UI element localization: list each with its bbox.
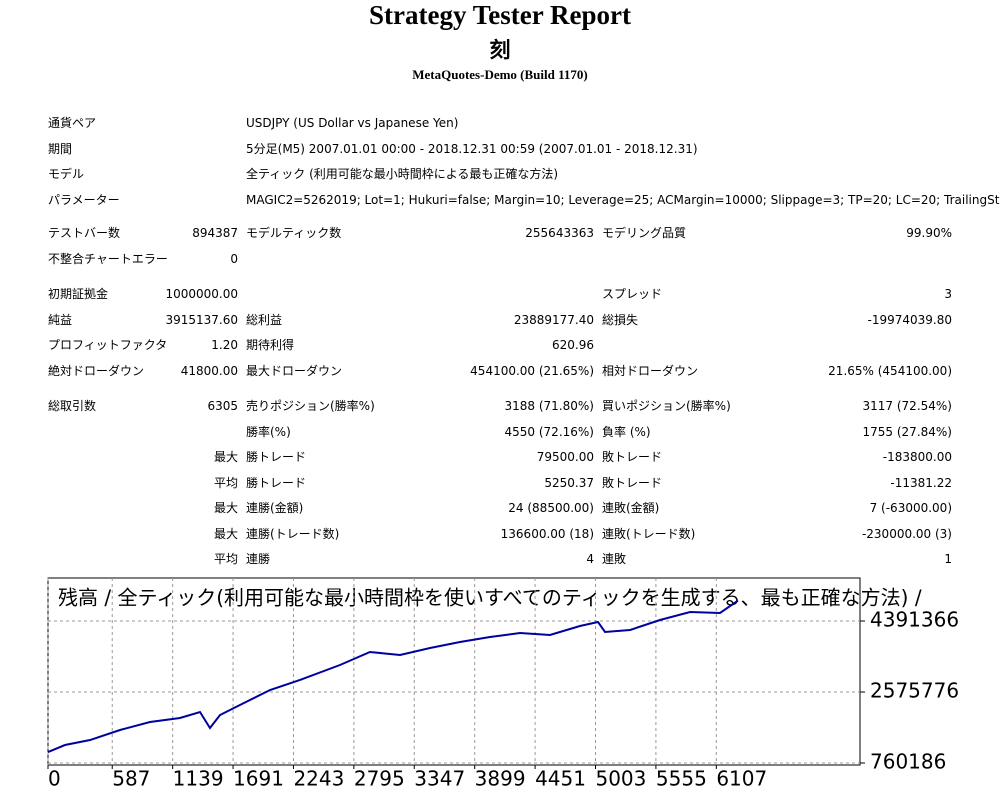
x-tick-label: 3899 (475, 767, 526, 791)
field-value: 連敗 (602, 552, 627, 566)
field-label: 79500.00 (536, 450, 594, 464)
field-value: 620.96 (552, 338, 594, 352)
field-label: 1 (944, 552, 952, 566)
field-value: 6305 (207, 399, 238, 413)
field-value: 99.90% (906, 226, 952, 240)
field-value: 勝トレード (246, 450, 307, 464)
field-label: 通貨ペア (48, 116, 97, 130)
balance-chart: 残高 / 全ティック(利用可能な最小時間枠を使いすべてのティックを生成する、最も… (47, 577, 959, 791)
field-label: スプレッド (602, 287, 663, 301)
field-value: 894387 (192, 226, 238, 240)
field-label: 初期証拠金 (48, 287, 109, 301)
field-value: 連勝(トレード数) (246, 527, 340, 541)
x-tick-label: 6107 (716, 767, 767, 791)
field-label: 4 (586, 552, 594, 566)
field-label: 7 (-63000.00) (869, 501, 952, 515)
field-value: 0 (230, 252, 238, 266)
report-build: MetaQuotes-Demo (Build 1170) (412, 67, 588, 82)
field-value: 全ティック (利用可能な最小時間枠による最も正確な方法) (246, 167, 559, 181)
field-label: パラメーター (48, 193, 120, 207)
x-tick-label: 3347 (414, 767, 465, 791)
field-label: モデル (48, 167, 85, 181)
field-value: 5分足(M5) 2007.01.01 00:00 - 2018.12.31 00… (246, 142, 698, 156)
field-value: 最大 (213, 501, 238, 515)
field-label: -11381.22 (890, 476, 952, 490)
x-tick-label: 4451 (535, 767, 586, 791)
chart-title: 残高 / 全ティック(利用可能な最小時間枠を使いすべてのティックを生成する、最も… (58, 586, 922, 610)
field-value: 23889177.40 (513, 313, 594, 327)
field-value: 敗トレード (602, 476, 663, 490)
field-label: 絶対ドローダウン (48, 364, 145, 378)
x-tick-label: 5555 (656, 767, 707, 791)
field-label: モデルティック数 (246, 226, 342, 240)
field-value: 3117 (72.54%) (862, 399, 952, 413)
field-value: 連勝(金額) (246, 501, 304, 515)
field-label: 売りポジション(勝率%) (246, 399, 375, 413)
field-value: 勝トレード (246, 476, 307, 490)
x-tick-label: 0 (48, 767, 61, 791)
field-label: -183800.00 (882, 450, 952, 464)
x-tick-label: 5003 (595, 767, 646, 791)
x-tick-label: 2795 (354, 767, 405, 791)
field-label: 期間 (48, 142, 73, 156)
field-label: 最大ドローダウン (246, 364, 343, 378)
field-label: テストバー数 (48, 226, 121, 240)
field-label: 純益 (48, 313, 73, 327)
field-label: プロフィットファクタ (48, 338, 168, 352)
x-tick-label: 1139 (173, 767, 224, 791)
field-label: 24 (88500.00) (508, 501, 594, 515)
field-value: MAGIC2=5262019; Lot=1; Hukuri=false; Mar… (246, 193, 1000, 207)
field-label: 総損失 (602, 313, 639, 327)
field-label: 総利益 (246, 313, 283, 327)
y-tick-label: 2575776 (870, 678, 959, 702)
field-value: 連勝 (246, 552, 271, 566)
field-label: 期待利得 (246, 338, 295, 352)
report-title: Strategy Tester Report (369, 0, 631, 30)
field-value: 3188 (71.80%) (504, 399, 594, 413)
x-tick-label: 587 (112, 767, 150, 791)
y-tick-label: 760186 (870, 749, 946, 773)
field-label: 総取引数 (48, 399, 97, 413)
field-label: 買いポジション(勝率%) (602, 399, 731, 413)
balance-line (47, 599, 739, 753)
field-value: 454100.00 (21.65%) (470, 364, 594, 378)
field-value: 連敗(金額) (602, 501, 660, 515)
field-label: モデリング品質 (602, 226, 687, 240)
field-value: 41800.00 (180, 364, 238, 378)
x-tick-label: 1691 (233, 767, 284, 791)
field-value: 敗トレード (602, 450, 663, 464)
field-value: -19974039.80 (867, 313, 953, 327)
field-label: 負率 (%) (602, 425, 651, 439)
x-tick-label: 2243 (293, 767, 344, 791)
field-value: 4550 (72.16%) (504, 425, 594, 439)
field-label: -230000.00 (3) (861, 527, 952, 541)
report-subtitle: 刻 (489, 38, 511, 62)
field-label: 5250.37 (544, 476, 594, 490)
field-value: 3915137.60 (165, 313, 238, 327)
field-label: 136600.00 (18) (500, 527, 594, 541)
field-value: 255643363 (525, 226, 594, 240)
field-value: 3 (944, 287, 952, 301)
field-value: 最大 (213, 450, 238, 464)
field-value: 1.20 (211, 338, 238, 352)
field-value: 1755 (27.84%) (862, 425, 952, 439)
field-value: 平均 (213, 476, 238, 490)
field-label: 相対ドローダウン (602, 364, 699, 378)
field-value: USDJPY (US Dollar vs Japanese Yen) (246, 116, 459, 130)
field-value: 21.65% (454100.00) (828, 364, 952, 378)
field-value: 最大 (213, 527, 238, 541)
field-label: 勝率(%) (246, 425, 291, 439)
field-value: 1000000.00 (165, 287, 238, 301)
y-tick-label: 4391366 (870, 608, 959, 632)
field-value: 連敗(トレード数) (602, 527, 696, 541)
field-value: 平均 (213, 552, 238, 566)
field-label: 不整合チャートエラー (48, 252, 168, 266)
